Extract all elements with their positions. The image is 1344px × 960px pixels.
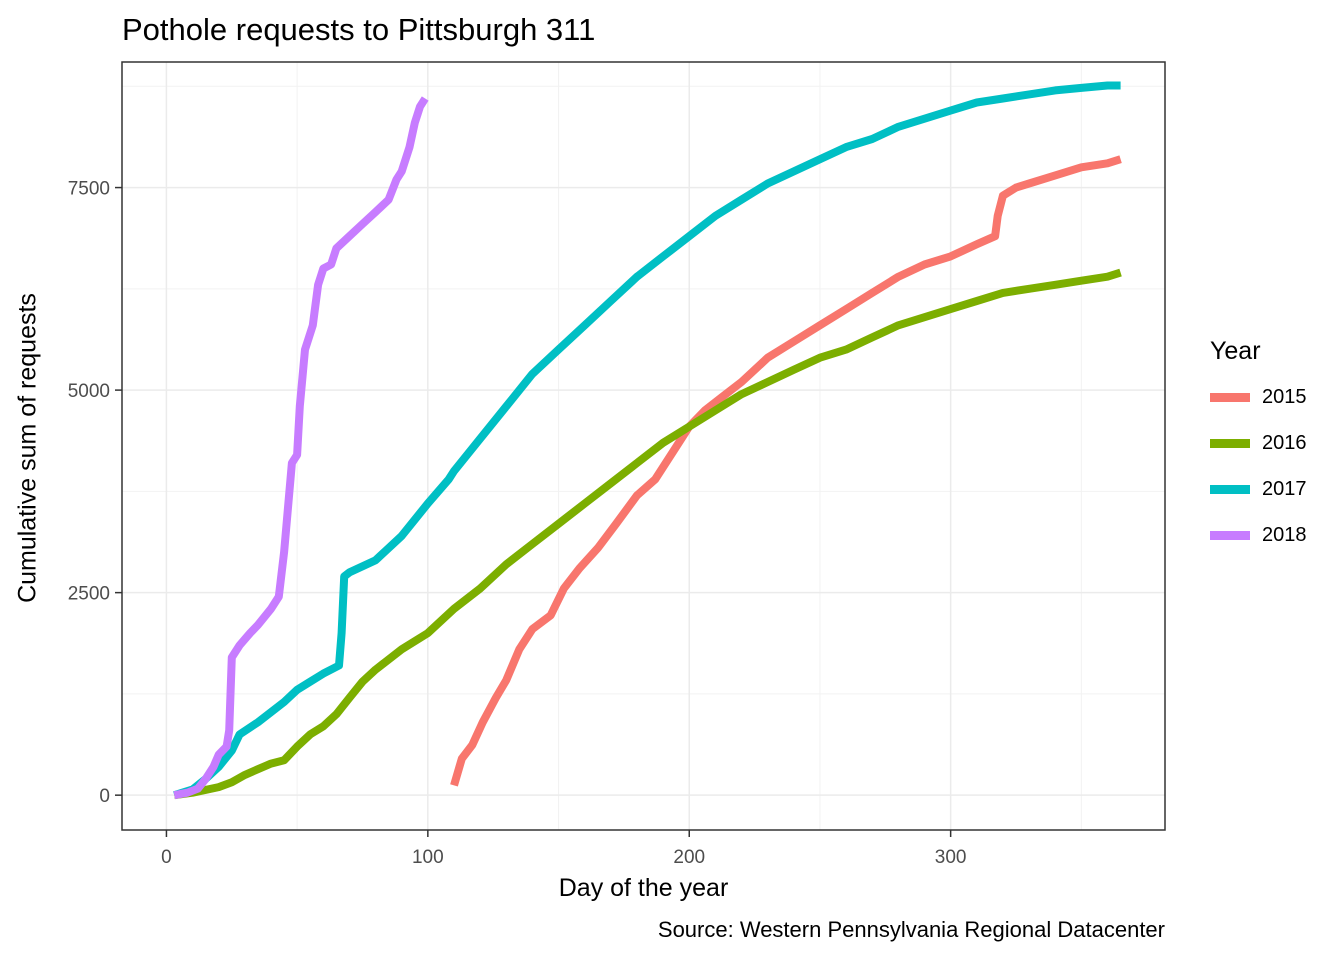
- x-tick-label: 100: [412, 847, 444, 868]
- legend-label-2016: 2016: [1262, 432, 1307, 454]
- series-line-2015: [450, 155, 1122, 787]
- x-tick-label: 0: [161, 847, 172, 868]
- series-line-2017: [173, 81, 1121, 800]
- legend-key-2018: [1210, 531, 1250, 540]
- series-line-2016: [173, 268, 1122, 800]
- legend-title: Year: [1210, 337, 1261, 365]
- legend-key-2017: [1210, 485, 1250, 494]
- panel-border: [121, 61, 1166, 831]
- legend-label-2018: 2018: [1262, 524, 1307, 546]
- legend-key-2015: [1210, 393, 1250, 402]
- y-tick-label: 2500: [68, 584, 110, 605]
- series-line-2018: [173, 96, 429, 800]
- legend-key-2016: [1210, 439, 1250, 448]
- x-axis-label: Day of the year: [558, 874, 729, 902]
- y-tick-label: 7500: [68, 179, 110, 200]
- grid-minor: [122, 62, 1165, 830]
- legend-label-2015: 2015: [1262, 386, 1307, 408]
- y-tick-label: 5000: [68, 381, 110, 402]
- axes-ticks: 0 100 200 300 0 2500 5000 7500: [68, 179, 967, 868]
- x-tick-label: 300: [935, 847, 967, 868]
- y-tick-label: 0: [99, 786, 110, 807]
- grid-major: [122, 62, 1165, 830]
- chart-title: Pothole requests to Pittsburgh 311: [122, 12, 596, 47]
- series-lines: [173, 81, 1122, 800]
- legend-label-2017: 2017: [1262, 478, 1307, 500]
- source-caption: Source: Western Pennsylvania Regional Da…: [657, 917, 1165, 942]
- x-tick-label: 200: [673, 847, 705, 868]
- y-axis-label: Cumulative sum of requests: [13, 293, 42, 603]
